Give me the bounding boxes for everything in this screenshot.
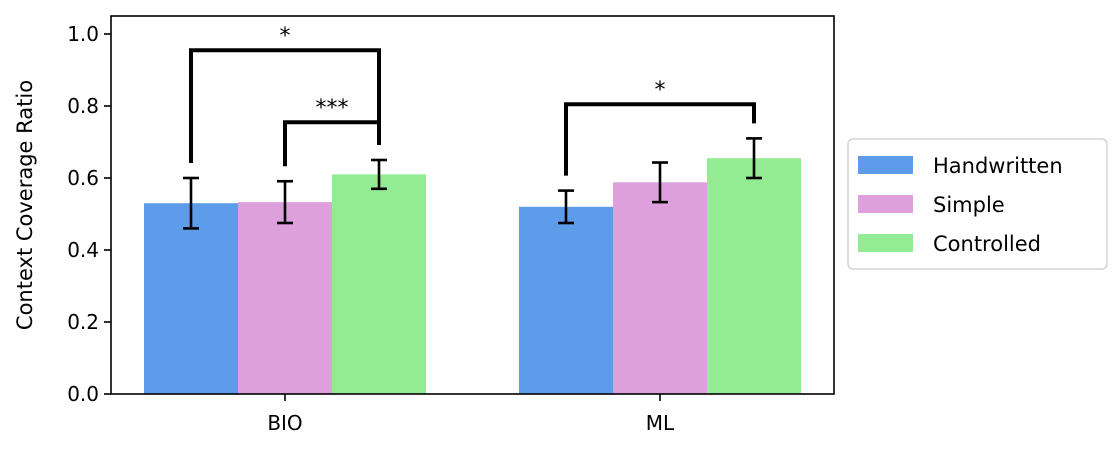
- significance-label: *: [655, 78, 666, 103]
- y-tick-label: 1.0: [67, 22, 99, 46]
- legend-label: Controlled: [933, 232, 1041, 256]
- bars-group: [144, 158, 801, 394]
- bar: [144, 203, 238, 394]
- bar: [613, 182, 707, 394]
- plot-area-frame: [110, 15, 835, 395]
- significance-bracket: [189, 48, 381, 163]
- significance-bracket: [564, 102, 756, 176]
- y-axis: 0.0 0.2 0.4 0.6 0.8 1.0: [67, 22, 111, 406]
- legend-swatch: [858, 195, 913, 213]
- x-tick-label: ML: [646, 411, 675, 435]
- x-axis: BIO ML: [267, 394, 675, 435]
- significance-label: ***: [316, 96, 349, 121]
- legend: Handwritten Simple Controlled: [847, 138, 1108, 270]
- legend-label: Handwritten: [933, 154, 1063, 178]
- bar: [238, 202, 332, 394]
- significance-bracket: [283, 120, 381, 167]
- bar: [519, 206, 613, 394]
- y-tick-label: 0.4: [67, 238, 99, 262]
- bar: [707, 158, 801, 394]
- significance-label: *: [280, 24, 291, 49]
- y-axis-label: Context Coverage Ratio: [13, 80, 37, 330]
- bar: [332, 174, 426, 394]
- x-tick-label: BIO: [267, 411, 302, 435]
- y-tick-label: 0.8: [67, 94, 99, 118]
- legend-swatch: [858, 156, 913, 174]
- legend-swatch: [858, 234, 913, 252]
- y-tick-label: 0.0: [67, 382, 99, 406]
- y-tick-label: 0.6: [67, 166, 99, 190]
- y-tick-label: 0.2: [67, 310, 99, 334]
- legend-label: Simple: [933, 193, 1005, 217]
- error-bars-group: [183, 137, 762, 230]
- significance-group: *****: [189, 24, 756, 176]
